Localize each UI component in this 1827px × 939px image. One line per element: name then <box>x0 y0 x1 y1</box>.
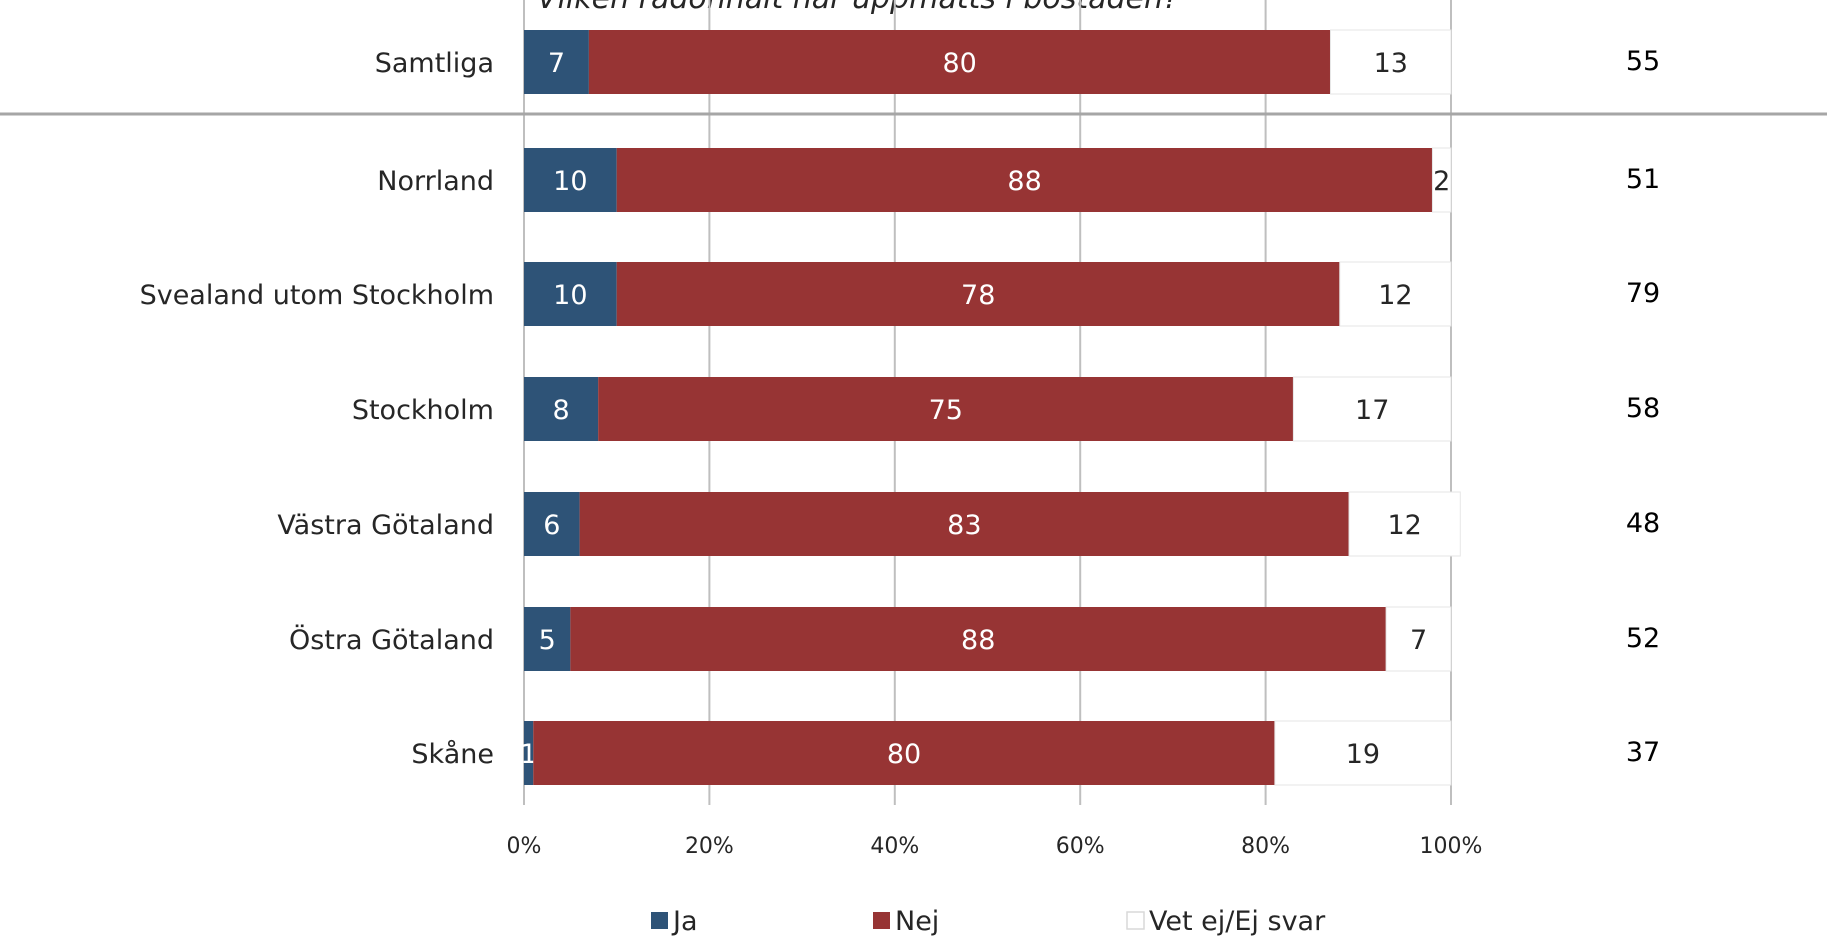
x-axis-ticks: 0% 20% 40% 60% 80% 100% <box>507 834 1483 859</box>
bar-segment-nej <box>616 148 1433 212</box>
data-label: 7 <box>1410 625 1427 656</box>
category-label: Skåne <box>411 739 494 770</box>
bar-segment-ja <box>524 377 599 441</box>
category-label: Östra Götaland <box>289 624 494 656</box>
category-label: Stockholm <box>352 395 494 426</box>
x-tick-label: 100% <box>1420 834 1483 859</box>
data-label: 83 <box>947 510 981 541</box>
category-label: Svealand utom Stockholm <box>140 280 494 311</box>
data-label: 78 <box>961 280 995 311</box>
category-label: Norrland <box>377 166 494 197</box>
x-tick-label: 0% <box>507 834 542 859</box>
legend-label: Vet ej/Ej svar <box>1149 906 1326 937</box>
bar-segment-vet-ej-ej-svar <box>1274 720 1452 786</box>
data-label: 2 <box>1433 166 1450 197</box>
data-label: 88 <box>1007 166 1041 197</box>
bar-segment-vet-ej-ej-svar <box>1329 29 1452 95</box>
data-label: 13 <box>1374 48 1408 79</box>
bar-segment-ja <box>524 262 617 326</box>
bar-segment-ja <box>524 148 617 212</box>
data-label: 12 <box>1387 510 1421 541</box>
data-label: 7 <box>548 48 565 79</box>
bar-segment-vet-ej-ej-svar <box>1348 491 1461 557</box>
legend-swatch <box>873 912 890 929</box>
legend: Ja Nej Vet ej/Ej svar <box>651 906 1326 937</box>
category-label: Västra Götaland <box>277 510 494 541</box>
chart-title-layer: Vilken radonhalt har uppmätts i bostaden… <box>537 0 1179 16</box>
bar-segment-ja <box>524 721 534 785</box>
bar-segment-ja <box>524 607 571 671</box>
bar-segment-vet-ej-ej-svar <box>1339 261 1452 327</box>
data-label: 17 <box>1355 395 1389 426</box>
bar-segment-nej <box>570 607 1387 671</box>
data-label: 80 <box>887 739 921 770</box>
data-label: 10 <box>553 166 587 197</box>
data-label: 19 <box>1346 739 1380 770</box>
n-value: 58 <box>1626 393 1660 424</box>
data-label: 5 <box>539 625 556 656</box>
category-label: Samtliga <box>375 48 494 79</box>
bar-segment-nej <box>579 492 1350 556</box>
bar-segment-ja <box>524 30 589 94</box>
n-value: 37 <box>1626 737 1660 768</box>
x-tick-label: 80% <box>1241 834 1290 859</box>
n-value: 48 <box>1626 508 1660 539</box>
x-tick-label: 20% <box>685 834 734 859</box>
n-value: 79 <box>1626 278 1660 309</box>
data-label: 8 <box>552 395 569 426</box>
bar-segment-vet-ej-ej-svar <box>1292 376 1452 442</box>
data-label: 88 <box>961 625 995 656</box>
bar-segment-vet-ej-ej-svar <box>1385 606 1452 672</box>
bar-segment-ja <box>524 492 580 556</box>
chart-title: Vilken radonhalt har uppmätts i bostaden… <box>537 0 1179 16</box>
x-tick-label: 40% <box>870 834 919 859</box>
bars: 7 80 13 10 88 2 10 78 12 8 75 17 6 83 12 5 88 7 1 80 19 <box>520 29 1461 786</box>
bar-segment-nej <box>588 30 1331 94</box>
legend-swatch <box>1126 911 1145 930</box>
bar-segment-nej <box>598 377 1294 441</box>
n-value: 51 <box>1626 164 1660 195</box>
category-labels: Samtliga Norrland Svealand utom Stockholm S… <box>140 48 494 770</box>
n-values: 55 51 79 58 48 52 37 <box>1626 46 1660 768</box>
data-label: 10 <box>553 280 587 311</box>
data-label: 80 <box>943 48 977 79</box>
legend-label: Nej <box>895 906 939 937</box>
x-tick-label: 60% <box>1056 834 1105 859</box>
bar-segment-vet-ej-ej-svar <box>1431 147 1452 213</box>
data-label: 12 <box>1378 280 1412 311</box>
n-value: 52 <box>1626 623 1660 654</box>
legend-swatch <box>651 912 668 929</box>
legend-label: Ja <box>671 906 698 937</box>
data-label: 75 <box>929 395 963 426</box>
bar-segment-nej <box>533 721 1275 785</box>
bar-segment-nej <box>616 262 1340 326</box>
data-label: 6 <box>543 510 560 541</box>
n-value: 55 <box>1626 46 1660 77</box>
data-label: 1 <box>520 739 537 770</box>
